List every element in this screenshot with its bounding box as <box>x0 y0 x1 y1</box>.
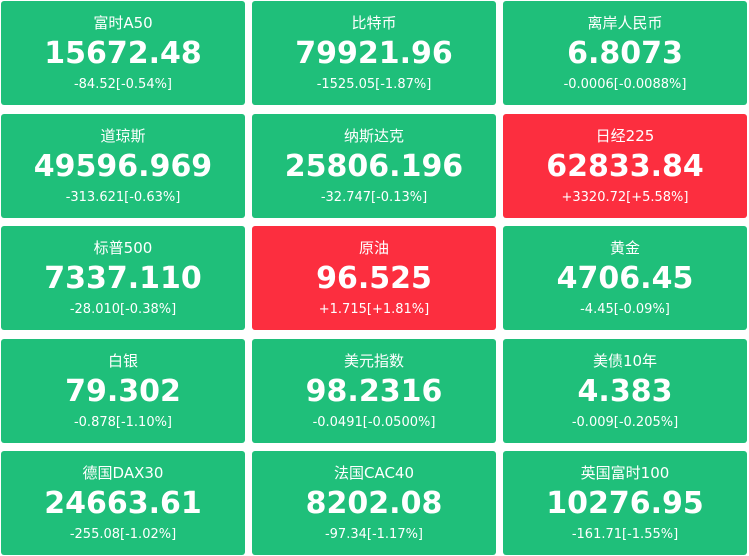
market-tile[interactable]: 美元指数 98.2316 -0.0491[-0.0500%] <box>252 338 496 443</box>
tile-change: -0.0491[-0.0500%] <box>312 414 436 430</box>
tile-change: -0.0006[-0.0088%] <box>563 77 687 92</box>
market-tile[interactable]: 日经225 62833.84 +3320.72[+5.58%] <box>503 113 747 218</box>
tile-name: 富时A50 <box>93 14 153 32</box>
tile-price: 49596.969 <box>33 148 213 184</box>
tile-name: 纳斯达克 <box>343 126 404 145</box>
market-tile[interactable]: 英国富时100 10276.95 -161.71[-1.55%] <box>503 451 747 555</box>
market-tile[interactable]: 离岸人民币 6.8073 -0.0006[-0.0088%] <box>503 1 747 105</box>
tile-change: -0.009[-0.205%] <box>571 414 679 430</box>
tile-price: 62833.84 <box>546 148 704 184</box>
tile-name: 道琼斯 <box>100 126 146 145</box>
market-tile[interactable]: 法国CAC40 8202.08 -97.34[-1.17%] <box>252 451 496 555</box>
tile-name: 比特币 <box>351 14 397 32</box>
tile-change: -84.52[-0.54%] <box>73 77 173 92</box>
tile-name: 黄金 <box>609 239 640 257</box>
tile-name: 法国CAC40 <box>333 464 415 482</box>
market-tile[interactable]: 德国DAX30 24663.61 -255.08[-1.02%] <box>1 451 245 555</box>
market-tile[interactable]: 白银 79.302 -0.878[-1.10%] <box>1 338 245 443</box>
market-tile[interactable]: 比特币 79921.96 -1525.05[-1.87%] <box>252 1 496 105</box>
tile-change: -161.71[-1.55%] <box>571 527 679 542</box>
tile-name: 美债10年 <box>592 351 658 370</box>
tile-change: +1.715[+1.81%] <box>318 302 430 317</box>
tile-change: -313.621[-0.63%] <box>65 189 181 205</box>
tile-change: -28.010[-0.38%] <box>69 302 177 317</box>
tile-name: 英国富时100 <box>580 464 670 482</box>
tile-name: 标普500 <box>93 239 153 257</box>
market-tile[interactable]: 纳斯达克 25806.196 -32.747[-0.13%] <box>252 113 496 218</box>
tile-price: 24663.61 <box>44 486 202 521</box>
tile-change: -1525.05[-1.87%] <box>316 77 432 92</box>
tile-price: 98.2316 <box>305 373 443 409</box>
tile-change: +3320.72[+5.58%] <box>561 189 689 205</box>
tile-price: 8202.08 <box>305 486 443 521</box>
tile-price: 10276.95 <box>546 486 704 521</box>
market-tile[interactable]: 富时A50 15672.48 -84.52[-0.54%] <box>1 1 245 105</box>
tile-change: -32.747[-0.13%] <box>320 189 428 205</box>
tile-change: -0.878[-1.10%] <box>73 414 173 430</box>
market-tile[interactable]: 道琼斯 49596.969 -313.621[-0.63%] <box>1 113 245 218</box>
tile-name: 白银 <box>107 351 138 370</box>
tile-price: 6.8073 <box>567 36 683 71</box>
tile-price: 79921.96 <box>295 36 453 71</box>
tile-change: -4.45[-0.09%] <box>580 302 670 317</box>
market-tile[interactable]: 标普500 7337.110 -28.010[-0.38%] <box>1 226 245 330</box>
tile-change: -97.34[-1.17%] <box>324 527 424 542</box>
tile-price: 4.383 <box>577 373 673 409</box>
market-tile[interactable]: 原油 96.525 +1.715[+1.81%] <box>252 226 496 330</box>
tile-price: 15672.48 <box>44 36 202 71</box>
tile-name: 离岸人民币 <box>587 14 663 32</box>
market-tile[interactable]: 美债10年 4.383 -0.009[-0.205%] <box>503 338 747 443</box>
tile-price: 96.525 <box>316 261 432 296</box>
tile-name: 日经225 <box>595 126 655 145</box>
tile-name: 原油 <box>358 239 389 257</box>
tile-price: 79.302 <box>65 373 181 409</box>
tile-price: 4706.45 <box>556 261 694 296</box>
tile-name: 德国DAX30 <box>82 464 164 482</box>
tile-price: 7337.110 <box>44 261 202 296</box>
market-tile[interactable]: 黄金 4706.45 -4.45[-0.09%] <box>503 226 747 330</box>
tile-price: 25806.196 <box>284 148 464 184</box>
tile-change: -255.08[-1.02%] <box>69 527 177 542</box>
tile-name: 美元指数 <box>343 351 404 370</box>
